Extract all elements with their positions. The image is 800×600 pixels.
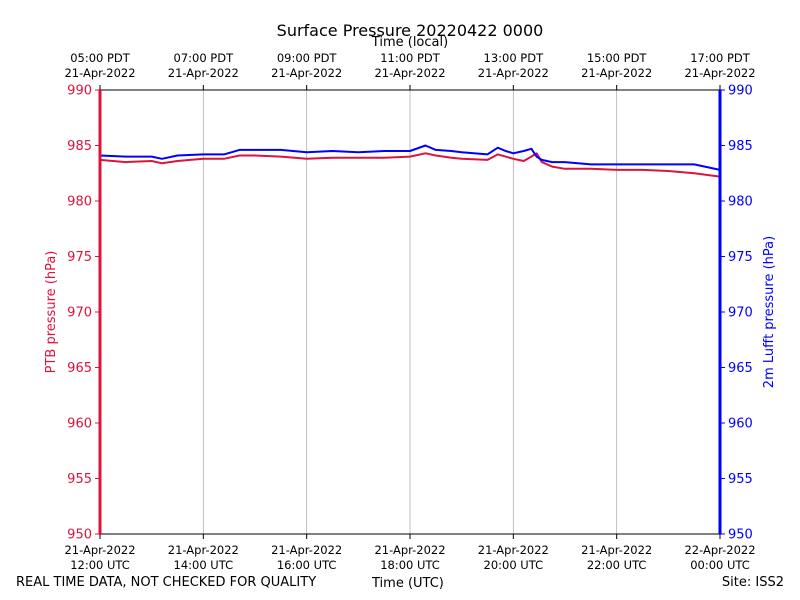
- bottom-tick-time: 14:00 UTC: [174, 558, 234, 572]
- bottom-tick-time: 22:00 UTC: [587, 558, 647, 572]
- top-tick-time: 07:00 PDT: [174, 51, 235, 65]
- bottom-tick-date: 21-Apr-2022: [478, 543, 549, 557]
- top-tick-date: 21-Apr-2022: [374, 66, 445, 80]
- right-tick-label: 950: [728, 528, 753, 543]
- bottom-tick-date: 21-Apr-2022: [271, 543, 342, 557]
- right-axis-label: 2m Lufft pressure (hPa): [762, 236, 777, 388]
- top-tick-time: 11:00 PDT: [380, 51, 441, 65]
- bottom-axis-label: Time (UTC): [372, 576, 444, 591]
- left-tick-label: 955: [67, 472, 92, 487]
- bottom-tick-time: 00:00 UTC: [690, 558, 750, 572]
- top-tick-date: 21-Apr-2022: [271, 66, 342, 80]
- right-tick-label: 955: [728, 472, 753, 487]
- bottom-tick-date: 21-Apr-2022: [64, 543, 135, 557]
- lufft-pressure-line: [99, 144, 721, 171]
- quality-disclaimer: REAL TIME DATA, NOT CHECKED FOR QUALITY: [16, 575, 317, 590]
- bottom-tick-time: 20:00 UTC: [484, 558, 544, 572]
- top-tick-time: 05:00 PDT: [70, 51, 131, 65]
- top-tick-time: 13:00 PDT: [484, 51, 545, 65]
- left-tick-label: 980: [67, 195, 92, 210]
- left-tick-label: 960: [67, 417, 92, 432]
- top-tick-time: 09:00 PDT: [277, 51, 338, 65]
- top-tick-date: 21-Apr-2022: [478, 66, 549, 80]
- bottom-tick-date: 21-Apr-2022: [168, 543, 239, 557]
- top-tick-time: 17:00 PDT: [690, 51, 751, 65]
- right-tick-label: 980: [728, 195, 753, 210]
- left-tick-label: 965: [67, 361, 92, 376]
- bottom-tick-time: 12:00 UTC: [70, 558, 130, 572]
- right-tick-label: 970: [728, 306, 753, 321]
- right-tick-label: 975: [728, 250, 753, 265]
- left-tick-label: 950: [67, 528, 92, 543]
- ptb-pressure-line: [99, 152, 721, 178]
- left-tick-label: 975: [67, 250, 92, 265]
- top-axis-label: Time (local): [371, 35, 449, 50]
- chart-title: Surface Pressure 20220422 0000: [276, 21, 544, 40]
- bottom-tick-date: 22-Apr-2022: [684, 543, 755, 557]
- right-tick-label: 985: [728, 139, 753, 154]
- right-tick-label: 990: [728, 84, 753, 99]
- top-tick-date: 21-Apr-2022: [684, 66, 755, 80]
- right-tick-label: 960: [728, 417, 753, 432]
- bottom-tick-time: 18:00 UTC: [380, 558, 440, 572]
- top-tick-time: 15:00 PDT: [587, 51, 648, 65]
- bottom-tick-date: 21-Apr-2022: [581, 543, 652, 557]
- left-tick-label: 985: [67, 139, 92, 154]
- left-axis-label: PTB pressure (hPa): [44, 251, 59, 374]
- bottom-tick-time: 16:00 UTC: [277, 558, 337, 572]
- site-label: Site: ISS2: [721, 575, 784, 590]
- right-tick-label: 965: [728, 361, 753, 376]
- top-tick-date: 21-Apr-2022: [64, 66, 135, 80]
- top-tick-date: 21-Apr-2022: [581, 66, 652, 80]
- left-tick-label: 970: [67, 306, 92, 321]
- bottom-tick-date: 21-Apr-2022: [374, 543, 445, 557]
- left-tick-label: 990: [67, 84, 92, 99]
- top-tick-date: 21-Apr-2022: [168, 66, 239, 80]
